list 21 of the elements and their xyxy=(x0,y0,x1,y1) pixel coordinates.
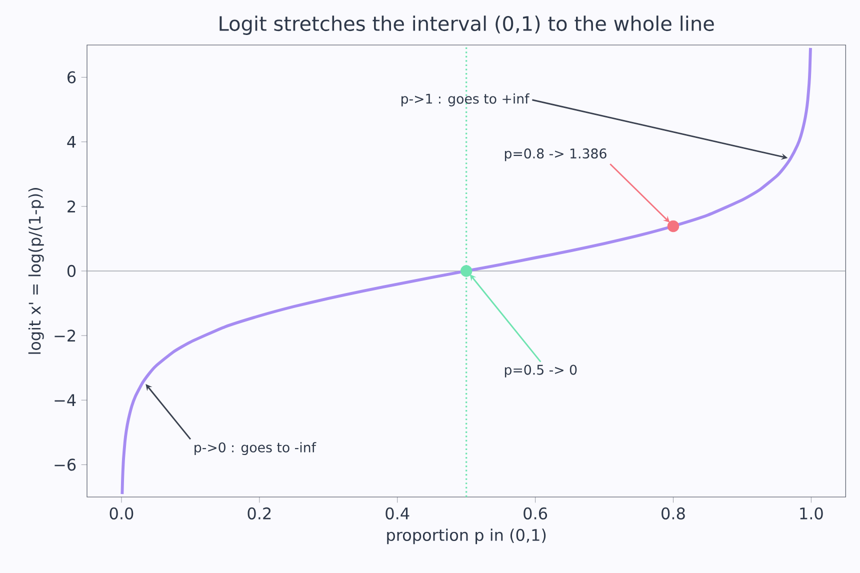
x-tick-label: 0.2 xyxy=(248,507,271,520)
y-tick-label: 6 xyxy=(68,71,76,84)
y-axis-title: logit x' = log(p/(1-p)) xyxy=(28,188,44,354)
chart-title: Logit stretches the interval (0,1) to the whole line xyxy=(220,16,714,35)
line-series xyxy=(120,46,812,496)
y-tick-label: −2 xyxy=(54,330,75,342)
y-tick-label: 4 xyxy=(67,136,76,148)
x-tick-label: 0.8 xyxy=(662,507,685,520)
annotation: p->1 : goes to +inf xyxy=(402,93,530,106)
x-tick-label: 0.6 xyxy=(524,507,548,520)
y-tick-label: −4 xyxy=(54,394,76,406)
x-axis-title: proportion p in (0,1) xyxy=(387,528,546,544)
y-tick-label: −6 xyxy=(54,458,76,471)
y-tick-label: 2 xyxy=(68,200,75,212)
x-tick-label: 0.4 xyxy=(386,507,410,520)
annotation: p->0 : goes to -inf xyxy=(194,442,316,456)
x-tick-label: 0.0 xyxy=(110,507,134,520)
annotation: p=0.8 -> 1.386 xyxy=(504,148,606,162)
annotation: p=0.5 -> 0 xyxy=(504,364,577,378)
x-tick-label: 1.0 xyxy=(800,507,823,520)
y-tick-label: 0 xyxy=(67,264,76,278)
